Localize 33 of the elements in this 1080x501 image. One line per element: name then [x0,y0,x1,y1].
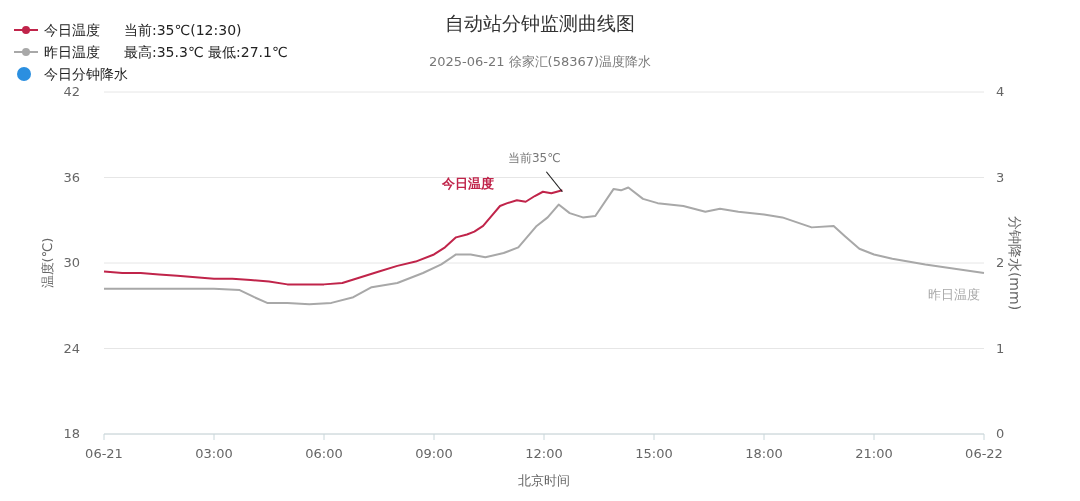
text: 最高:35.3℃ 最低:27.1℃ [124,44,288,60]
y2-tick-label: 4 [996,84,1005,99]
legend-label: 昨日温度 [44,44,100,60]
x-tick-label: 06:00 [305,446,343,461]
x-tick-label: 12:00 [525,446,563,461]
annotation: 当前35℃ [507,150,561,165]
x-axis-title: 北京时间 [518,473,570,488]
text: 当前:35℃(12:30) [124,22,242,38]
text: 今日温度 [442,176,495,192]
x-tick-label: 18:00 [745,446,783,461]
x-tick-label: 06-21 [85,446,123,461]
chart-title: 自动站分钟监测曲线图 [445,12,635,34]
y-tick-label: 30 [63,255,80,270]
x-tick-label: 03:00 [195,446,233,461]
y2-axis-title: 分钟降水(mm) [1007,215,1023,311]
y-axis-title: 温度(℃) [40,237,55,289]
x-tick-label: 15:00 [635,446,673,461]
y2-tick-label: 1 [996,340,1005,356]
chart-subtitle: 2025-06-21 徐家汇(58367)温度降水 [428,54,652,69]
y2-tick-label: 0 [996,426,1005,441]
line-series [103,189,564,286]
y-tick-label: 24 [63,340,80,356]
y-tick-label: 18 [63,426,80,441]
y2-tick-label: 3 [996,169,1005,185]
y-tick-label: 42 [63,84,80,99]
y-tick-label: 36 [63,169,80,185]
x-tick-label: 21:00 [855,446,893,461]
legend-label: 今日温度 [44,22,100,38]
y2-tick-label: 2 [996,255,1005,270]
text: 昨日温度 [928,286,980,302]
x-tick-label: 06-22 [965,446,1003,461]
legend-label: 今日分钟降水 [44,66,128,82]
x-tick-label: 09:00 [415,446,453,461]
